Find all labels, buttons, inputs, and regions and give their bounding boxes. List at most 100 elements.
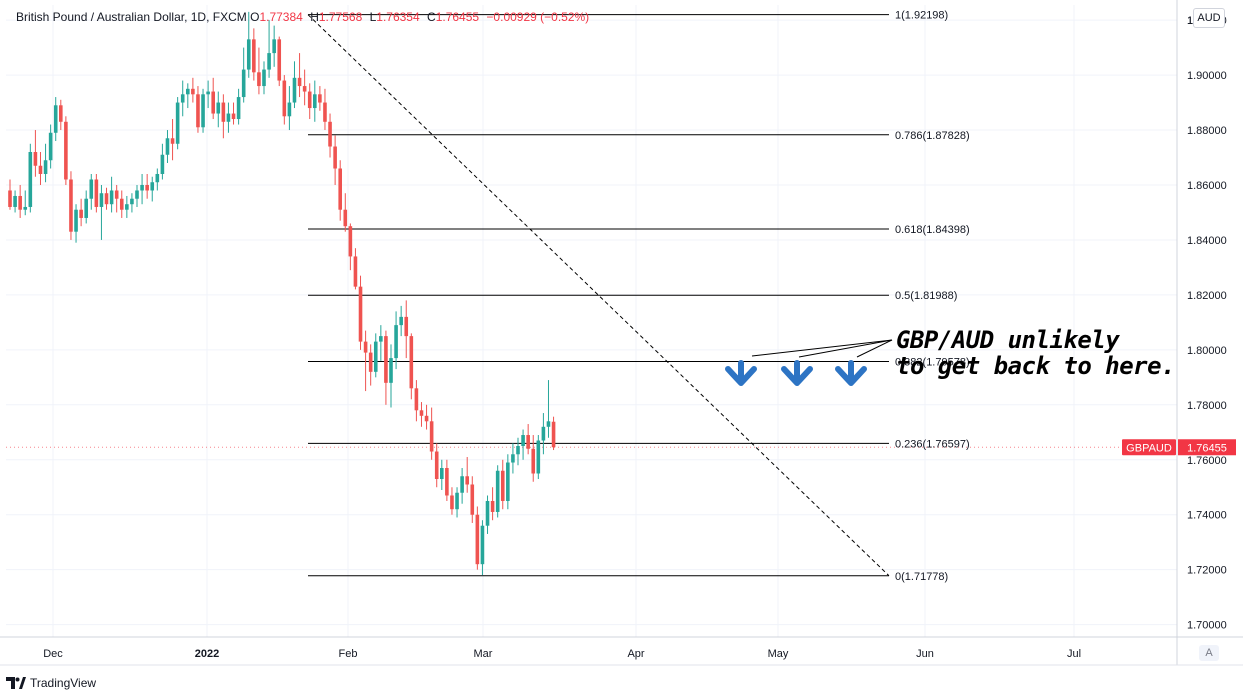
candle-body — [292, 77, 297, 103]
candle-body — [109, 190, 114, 205]
trendline[interactable] — [307, 14, 890, 577]
low-label: L — [369, 10, 377, 24]
annotation-line-2: to get back to here. — [896, 352, 1175, 380]
candle-body — [165, 138, 170, 155]
ticker-tag-label: GBPAUD — [1126, 442, 1172, 454]
candle-body — [84, 198, 88, 218]
y-tick-label: 1.72000 — [1187, 565, 1227, 577]
annotation-text: GBP/AUD unlikely to get back to here. — [896, 327, 1175, 379]
candle-body — [399, 316, 403, 326]
candle-body — [434, 451, 439, 479]
candle-body — [409, 336, 414, 389]
candle-body — [470, 484, 475, 515]
candle-body — [231, 113, 236, 120]
candle-body — [516, 446, 520, 455]
y-tick-label: 1.88000 — [1187, 125, 1227, 137]
y-tick-label: 1.86000 — [1187, 180, 1227, 192]
candle-body — [551, 421, 556, 448]
candle-body — [318, 94, 322, 103]
candle-body — [373, 341, 378, 372]
candle-body — [495, 470, 500, 512]
candle-body — [282, 80, 287, 117]
candle-body — [379, 336, 383, 342]
ticker-tag — [1122, 439, 1176, 456]
candle-body — [135, 190, 139, 199]
dashed-trendline — [307, 14, 890, 577]
candle-body — [145, 184, 149, 191]
fib-level-label: 0(1.71778) — [895, 571, 948, 583]
x-tick-label: Jul — [1067, 648, 1081, 660]
candle-body — [313, 94, 317, 109]
candle-body — [48, 132, 53, 161]
candle-body — [368, 352, 373, 372]
candle-body — [343, 209, 348, 227]
annotation-pointer — [798, 339, 893, 358]
candle-body — [13, 195, 17, 207]
candle-body — [267, 53, 271, 70]
candle-body — [216, 102, 221, 114]
auto-scale-button[interactable]: A — [1199, 645, 1219, 661]
x-tick-label: May — [768, 648, 789, 660]
candle-body — [201, 94, 205, 128]
candle-body — [104, 193, 109, 205]
low-value: 1.76354 — [376, 10, 420, 24]
candle-body — [33, 152, 38, 166]
x-tick-label: Feb — [339, 648, 358, 660]
candle-body — [241, 69, 246, 98]
candle-body — [307, 91, 312, 109]
x-tick-label: Apr — [627, 648, 644, 660]
candle-body — [191, 88, 195, 95]
currency-button[interactable]: AUD — [1193, 8, 1225, 28]
candle-body — [226, 113, 231, 122]
candle-body — [419, 410, 424, 416]
open-value: 1.77384 — [259, 10, 303, 24]
candle-body — [531, 448, 536, 474]
candle-body — [130, 198, 134, 205]
candle-body — [150, 182, 155, 191]
candle-body — [338, 168, 342, 210]
candle-body — [277, 39, 282, 81]
candle-body — [119, 198, 124, 210]
candle-body — [38, 165, 43, 174]
symbol-title[interactable]: British Pound / Australian Dollar, 1D, F… — [16, 10, 247, 24]
fibonacci-retracement[interactable]: 1(1.92198) 0.786(1.87828) 0.618(1.84398) 0.… — [308, 10, 970, 583]
candle-body — [475, 514, 480, 565]
candle-body — [455, 492, 459, 510]
y-tick-label: 1.70000 — [1187, 620, 1227, 632]
candle-body — [89, 179, 94, 199]
candle-body — [79, 209, 83, 218]
candle-body — [353, 256, 358, 287]
candle-body — [511, 454, 515, 463]
fib-level-label: 0.618(1.84398) — [895, 224, 970, 236]
candle-body — [211, 91, 215, 114]
fib-level-label: 0.5(1.81988) — [895, 290, 957, 302]
fib-level-label: 0.236(1.76597) — [895, 438, 970, 450]
candle-body — [94, 179, 99, 207]
candle-body — [252, 39, 256, 73]
candle-body — [18, 195, 22, 210]
candle-body — [394, 325, 398, 359]
candle-body — [287, 102, 292, 117]
brand-name: TradingView — [30, 676, 97, 690]
change-value: −0.00929 (−0.52%) — [486, 10, 590, 24]
candle-body — [8, 190, 12, 207]
price-tag-label: 1.76455 — [1187, 442, 1227, 454]
candle-body — [140, 184, 144, 191]
candle-body — [358, 286, 363, 342]
candle-body — [546, 421, 551, 427]
candle-body — [429, 421, 434, 452]
y-tick-label: 1.78000 — [1187, 400, 1227, 412]
candle-body — [465, 476, 469, 485]
y-tick-label: 1.82000 — [1187, 290, 1227, 302]
candle-body — [480, 525, 485, 565]
candle-body — [74, 209, 78, 232]
y-tick-label: 1.90000 — [1187, 70, 1227, 82]
annotation-arrows — [725, 339, 893, 386]
footer-brand[interactable]: TradingView — [6, 676, 96, 690]
chart-axes: 1.920001.900001.880001.860001.840001.820… — [0, 0, 1243, 666]
candle-body — [490, 500, 495, 512]
fib-level-label: 0.382(1.79578) — [895, 356, 970, 368]
candle-body — [323, 102, 327, 122]
candle-body — [414, 388, 419, 411]
